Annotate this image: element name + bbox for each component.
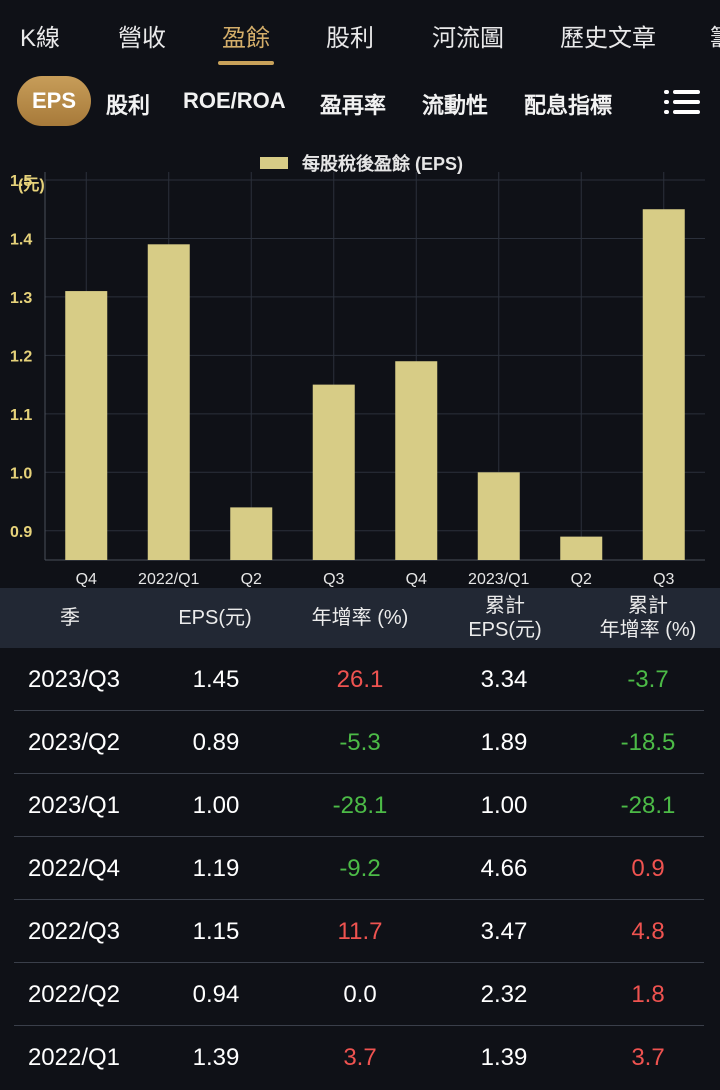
cell-cum-yoy: 1.8: [631, 981, 665, 1008]
active-tab-indicator: [218, 61, 274, 65]
header-season: 季: [60, 607, 80, 629]
bar[interactable]: [560, 536, 603, 560]
cell-eps: 0.94: [192, 981, 240, 1008]
x-tick-label: Q2: [571, 571, 592, 588]
x-tick-label: 2022/Q1: [138, 571, 199, 588]
cell-eps: 1.00: [192, 792, 240, 819]
tab-revenue[interactable]: 營收: [118, 25, 166, 52]
cell-season: 2023/Q1: [27, 792, 121, 819]
cell-cum-eps: 1.89: [480, 729, 528, 756]
cell-season: 2022/Q2: [27, 981, 121, 1008]
cell-yoy: -28.1: [332, 792, 388, 819]
cell-cum-yoy: 4.8: [631, 918, 665, 945]
table-row[interactable]: 2023/Q3 1.45 26.1 3.34 -3.7: [14, 648, 704, 711]
eps-chart: 每股稅後盈餘 (EPS) (元) 1.5 1.4 1.3 1.2 1.1 1.0 0.9 Q4…: [0, 140, 720, 590]
tab-kline[interactable]: K線: [20, 25, 61, 52]
cell-yoy: -9.2: [339, 855, 381, 882]
table-row[interactable]: 2022/Q2 0.94 0.0 2.32 1.8: [14, 963, 704, 1026]
subtab-eps[interactable]: EPS: [32, 88, 77, 113]
header-yoy: 年增率 (%): [311, 607, 409, 629]
cell-cum-eps: 3.34: [480, 666, 528, 693]
tab-history-articles[interactable]: 歷史文章: [560, 25, 656, 52]
y-tick-label: 0.9: [10, 524, 32, 541]
tab-dividend[interactable]: 股利: [326, 25, 374, 52]
cell-season: 2022/Q1: [27, 1044, 121, 1071]
y-tick-label: 1.4: [10, 231, 32, 248]
table-row[interactable]: 2023/Q2 0.89 -5.3 1.89 -18.5: [14, 711, 704, 774]
cell-yoy: 3.7: [343, 1044, 377, 1071]
y-tick-label: 1.3: [10, 290, 32, 307]
chart-legend: 每股稅後盈餘 (EPS): [260, 151, 463, 175]
cell-yoy: -5.3: [339, 729, 381, 756]
y-tick-label: 1.2: [10, 348, 32, 365]
y-tick-label: 1.5: [10, 173, 32, 190]
y-tick-label: 1.1: [10, 407, 32, 424]
cell-cum-eps: 1.39: [480, 1044, 528, 1071]
cell-cum-eps: 2.32: [480, 981, 528, 1008]
chart-plot: (元) 1.5 1.4 1.3 1.2 1.1 1.0 0.9 Q4 2022/Q1 Q2 Q3 Q4…: [10, 172, 705, 588]
subtab-liquidity[interactable]: 流動性: [422, 93, 489, 118]
y-tick-label: 1.0: [10, 465, 32, 482]
bar[interactable]: [395, 361, 438, 560]
active-sub-tab-pill: [17, 76, 91, 126]
sub-tab-bar: EPS 股利 ROE/ROA 盈再率 流動性 配息指標: [0, 72, 720, 132]
list-menu-icon[interactable]: [664, 88, 700, 116]
x-tick-label: Q2: [241, 571, 262, 588]
cell-cum-eps: 1.00: [480, 792, 528, 819]
x-tick-label: Q4: [76, 571, 97, 588]
bar[interactable]: [65, 291, 108, 560]
cell-season: 2022/Q3: [27, 918, 121, 945]
table-row[interactable]: 2023/Q1 1.00 -28.1 1.00 -28.1: [14, 774, 704, 837]
cell-eps: 0.89: [192, 729, 240, 756]
header-cumulative-yoy: 累計 年增率 (%): [599, 595, 697, 641]
cell-cum-yoy: -3.7: [627, 666, 669, 693]
bar[interactable]: [230, 507, 273, 560]
header-cumulative-eps: 累計 EPS(元): [468, 595, 542, 641]
cell-eps: 1.15: [192, 918, 240, 945]
cell-cum-yoy: 3.7: [631, 1044, 665, 1071]
table-row[interactable]: 2022/Q1 1.39 3.7 1.39 3.7: [14, 1026, 704, 1088]
cell-cum-eps: 4.66: [480, 855, 528, 882]
legend-label: 每股稅後盈餘 (EPS): [302, 154, 464, 174]
tab-chips[interactable]: 籌: [710, 18, 720, 53]
x-tick-label: Q4: [406, 571, 427, 588]
tab-earnings[interactable]: 盈餘: [222, 25, 270, 52]
bar[interactable]: [642, 209, 685, 560]
cell-season: 2022/Q4: [27, 855, 121, 882]
cell-yoy: 26.1: [336, 666, 384, 693]
cell-cum-yoy: 0.9: [631, 855, 665, 882]
x-tick-label: Q3: [323, 571, 344, 588]
header-eps: EPS(元): [178, 607, 252, 629]
cell-cum-eps: 3.47: [480, 918, 528, 945]
subtab-reinvestment-rate[interactable]: 盈再率: [320, 93, 387, 118]
top-tab-bar: K線 營收 盈餘 股利 河流圖 歷史文章 籌: [0, 0, 720, 68]
x-tick-label: Q3: [653, 571, 674, 588]
subtab-roe-roa[interactable]: ROE/ROA: [183, 88, 286, 113]
table-row[interactable]: 2022/Q3 1.15 11.7 3.47 4.8: [14, 900, 704, 963]
cell-eps: 1.19: [192, 855, 240, 882]
bar[interactable]: [477, 472, 520, 560]
subtab-payout-indicators[interactable]: 配息指標: [524, 93, 613, 118]
cell-yoy: 0.0: [343, 981, 377, 1008]
cell-cum-yoy: -28.1: [620, 792, 676, 819]
cell-cum-yoy: -18.5: [620, 729, 676, 756]
eps-table-body: 2023/Q3 1.45 26.1 3.34 -3.7 2023/Q2 0.89…: [14, 648, 704, 1088]
table-row[interactable]: 2022/Q4 1.19 -9.2 4.66 0.9: [14, 837, 704, 900]
cell-season: 2023/Q3: [27, 666, 121, 693]
x-tick-label: 2023/Q1: [468, 571, 529, 588]
bar[interactable]: [312, 384, 355, 560]
eps-table-header: 季 EPS(元) 年增率 (%) 累計 EPS(元) 累計 年增率 (%): [0, 588, 720, 648]
y-axis-unit-label: (元): [18, 177, 45, 194]
bar[interactable]: [147, 244, 190, 561]
cell-eps: 1.39: [192, 1044, 240, 1071]
cell-eps: 1.45: [192, 666, 240, 693]
tab-river-chart[interactable]: 河流圖: [432, 25, 504, 52]
cell-season: 2023/Q2: [27, 729, 121, 756]
legend-swatch: [260, 157, 288, 169]
subtab-dividend[interactable]: 股利: [106, 93, 151, 118]
cell-yoy: 11.7: [337, 918, 383, 945]
